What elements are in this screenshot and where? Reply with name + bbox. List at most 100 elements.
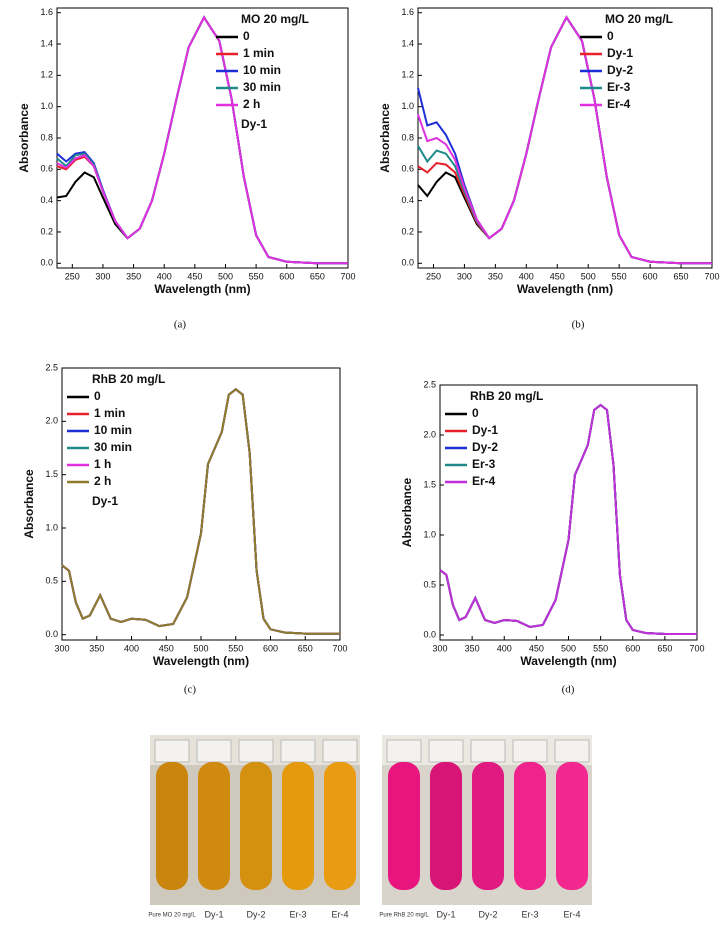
legend-title: RhB 20 mg/L (470, 389, 543, 403)
y-tick-label: 1.0 (45, 522, 58, 532)
legend-label: 0 (94, 389, 101, 403)
photo-label: Dy-2 (246, 909, 265, 919)
y-axis-label: Absorbance (17, 103, 31, 173)
x-tick-label: 650 (298, 643, 313, 653)
plot-frame (417, 7, 713, 269)
photo-label: Er-3 (289, 909, 306, 919)
y-tick-label: 0.0 (45, 629, 58, 639)
x-tick-label: 700 (332, 643, 347, 653)
line-chart: 300 350 400 450 500 550 600 650 700 0.0 0.5 1.0 1.5 2… (22, 362, 347, 695)
series-line (56, 15, 348, 265)
x-tick-label: 250 (65, 271, 80, 281)
tube-cap (280, 739, 316, 763)
y-tick-label: 1.5 (45, 469, 58, 479)
tube-cap (428, 739, 464, 763)
y-tick-label: 0.5 (45, 576, 58, 586)
caption: (c) (184, 684, 197, 696)
x-tick-label: 350 (89, 643, 104, 653)
tube (324, 762, 356, 890)
y-tick-label: 0.4 (401, 195, 414, 205)
x-tick-label: 400 (519, 271, 534, 281)
x-axis-label: Wavelength (nm) (153, 654, 249, 668)
photo-label: Dy-2 (478, 909, 497, 919)
x-tick-label: 550 (612, 271, 627, 281)
y-tick-label: 0.6 (401, 164, 414, 174)
x-tick-label: 350 (126, 271, 141, 281)
y-tick-label: 2.0 (423, 429, 436, 439)
caption: (d) (562, 684, 575, 696)
photo-label: Pure MO 20 mg/L (148, 913, 196, 919)
x-tick-label: 450 (187, 271, 202, 281)
legend-label: Er-3 (472, 457, 496, 471)
x-tick-label: 600 (625, 643, 640, 653)
tube (388, 762, 420, 890)
legend-label: 30 min (94, 440, 132, 454)
y-tick-label: 0.6 (40, 164, 53, 174)
legend-label: 2 h (94, 474, 111, 488)
photo-label: Er-3 (521, 909, 538, 919)
x-tick-label: 600 (263, 643, 278, 653)
tube (430, 762, 462, 890)
series-line (56, 15, 348, 265)
y-tick-label: 2.0 (45, 416, 58, 426)
x-tick-label: 400 (124, 643, 139, 653)
x-tick-label: 600 (643, 271, 658, 281)
x-tick-label: 350 (465, 643, 480, 653)
y-tick-label: 1.0 (423, 529, 436, 539)
y-tick-label: 0.8 (40, 132, 53, 142)
legend-label: Er-4 (472, 474, 496, 488)
x-tick-label: 700 (704, 271, 719, 281)
series-line (417, 15, 712, 265)
series-line (56, 15, 348, 265)
legend-label: Dy-2 (472, 440, 498, 454)
x-tick-label: 500 (561, 643, 576, 653)
series-line (417, 15, 712, 265)
photo-label: Er-4 (331, 909, 348, 919)
y-tick-label: 1.6 (40, 7, 53, 17)
plot-frame (56, 7, 349, 269)
series-line (417, 15, 712, 265)
tube-row: Pure RhB 20 mg/L Dy-1 Dy-2 Er-3 Er-4 (379, 739, 590, 919)
series-line (61, 388, 340, 635)
x-tick-label: 400 (157, 271, 172, 281)
legend-label: Er-4 (607, 97, 631, 111)
x-tick-label: 450 (550, 271, 565, 281)
y-tick-label: 1.2 (40, 70, 53, 80)
tube-cap (154, 739, 190, 763)
y-axis-label: Absorbance (378, 103, 392, 173)
photo-label: Dy-1 (204, 909, 223, 919)
legend-label: 0 (243, 29, 250, 43)
x-tick-label: 400 (497, 643, 512, 653)
x-tick-label: 550 (228, 643, 243, 653)
tube (472, 762, 504, 890)
x-tick-label: 700 (689, 643, 704, 653)
x-tick-label: 300 (432, 643, 447, 653)
series-line (417, 15, 712, 265)
y-tick-label: 1.6 (401, 7, 414, 17)
x-tick-label: 500 (581, 271, 596, 281)
x-tick-label: 300 (95, 271, 110, 281)
tube-cap (322, 739, 358, 763)
legend-label: 0 (607, 29, 614, 43)
x-tick-label: 250 (426, 271, 441, 281)
legend-label: 1 h (94, 457, 111, 471)
legend-label: 1 min (94, 406, 125, 420)
y-tick-label: 2.5 (423, 379, 436, 389)
legend-label: 30 min (243, 80, 281, 94)
x-tick-label: 300 (457, 271, 472, 281)
legend-label: Er-3 (607, 80, 631, 94)
y-tick-label: 0.2 (40, 226, 53, 236)
line-chart: 250 300 350 400 450 500 550 600 650 700 0.0 0.2 0.4 0… (17, 7, 355, 330)
x-tick-label: 600 (279, 271, 294, 281)
x-tick-label: 700 (340, 271, 355, 281)
x-tick-label: 650 (674, 271, 689, 281)
caption: (b) (572, 319, 585, 331)
legend-label: 10 min (94, 423, 132, 437)
x-tick-label: 450 (159, 643, 174, 653)
legend-label: Dy-1 (607, 46, 633, 60)
legend-label: 1 min (243, 46, 274, 60)
annotation: Dy-1 (241, 117, 267, 131)
y-axis-label: Absorbance (22, 469, 36, 539)
caption: (a) (174, 319, 187, 331)
x-axis-label: Wavelength (nm) (517, 282, 613, 296)
